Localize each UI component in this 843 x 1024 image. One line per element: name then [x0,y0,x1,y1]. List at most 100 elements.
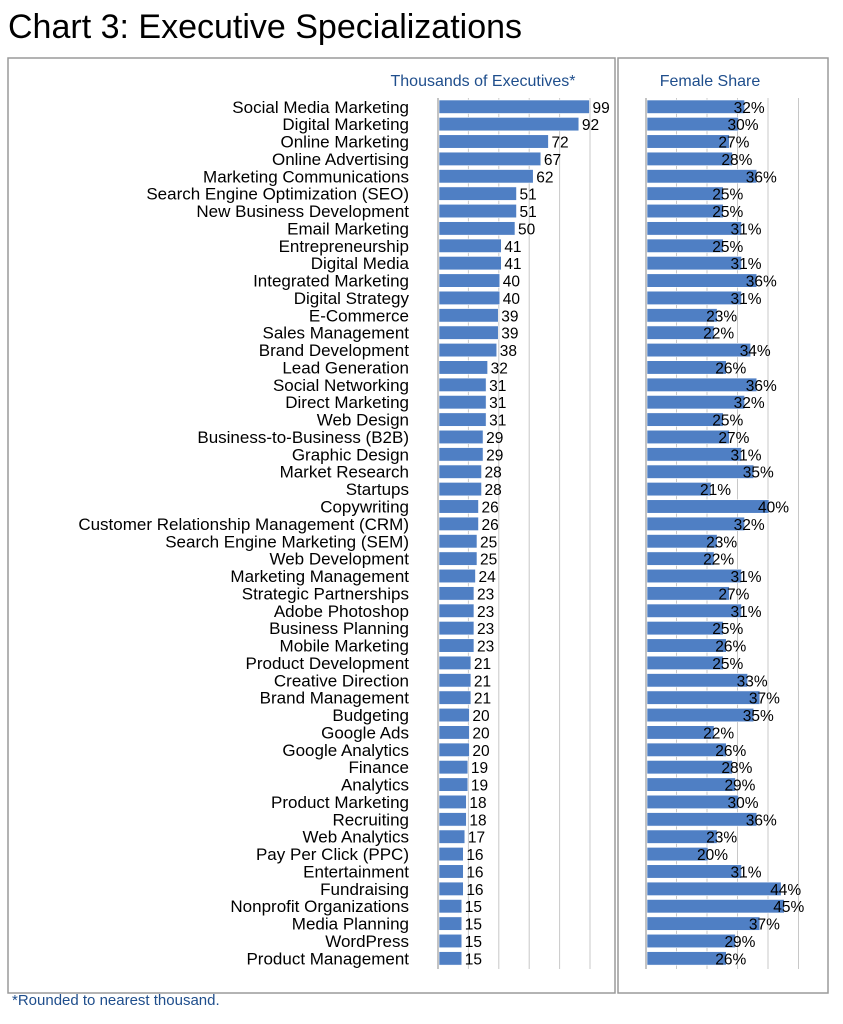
category-label: Business-to-Business (B2B) [197,428,409,447]
executives-value-label: 50 [518,221,536,238]
executives-value-label: 41 [504,239,521,256]
female-share-value-label: 31% [731,864,762,881]
footnote: *Rounded to nearest thousand. [12,992,220,1009]
female-share-bar [646,916,761,931]
female-share-value-label: 23% [706,830,737,847]
category-label: Fundraising [320,880,409,899]
female-share-value-label: 25% [712,187,743,204]
executives-value-label: 29 [486,430,503,447]
female-share-bar [646,203,724,219]
female-share-value-label: 36% [746,274,777,291]
executives-value-label: 28 [485,465,502,482]
executives-value-label: 16 [466,882,483,899]
female-share-bar [646,412,724,427]
female-share-bar [646,707,755,723]
female-share-value-label: 22% [703,326,734,343]
executives-value-label: 18 [469,812,486,829]
executives-value-label: 26 [482,499,499,516]
female-share-bar [646,516,745,531]
executives-value-label: 23 [477,621,494,638]
executives-bar [438,725,470,740]
executives-value-label: 20 [472,708,490,725]
female-share-value-label: 23% [706,308,737,325]
executives-value-label: 51 [520,204,537,221]
female-share-bars: 32%30%27%28%36%25%25%31%25%31%36%31%23%2… [646,99,804,968]
female-share-bar [646,673,748,688]
female-share-bar [646,360,727,375]
executives-bar [438,429,484,445]
category-label: Direct Marketing [285,393,409,412]
female-share-bar [646,464,755,479]
female-share-value-label: 27% [718,135,749,152]
female-share-bar [646,760,733,775]
executives-bar [438,621,475,636]
female-share-value-label: 33% [737,673,768,690]
female-share-bar [646,690,761,705]
female-share-value-label: 25% [712,204,743,221]
female-share-value-label: 25% [712,413,743,430]
category-label: WordPress [325,932,409,951]
category-label: Mobile Marketing [280,637,409,656]
executives-bar [438,186,517,201]
category-label: Digital Media [311,254,410,273]
female-share-value-label: 22% [703,725,734,742]
executives-bar [438,603,475,618]
female-share-value-label: 37% [749,691,780,708]
female-share-bar [646,881,782,896]
executives-value-label: 16 [466,847,483,864]
category-label: Search Engine Marketing (SEM) [165,532,409,551]
female-share-value-label: 31% [731,604,762,621]
female-share-value-label: 25% [712,621,743,638]
female-share-value-label: 28% [721,152,752,169]
female-share-value-label: 36% [746,169,777,186]
left-panel-header: Thousands of Executives* [391,73,576,90]
executives-bar [438,499,479,514]
executives-value-label: 25 [480,552,497,569]
category-label: Finance [349,758,409,777]
executives-bar [438,412,487,427]
executives-value-label: 92 [582,117,599,134]
executives-bar [438,203,517,219]
executives-bar [438,586,475,601]
female-share-bar [646,742,727,757]
executives-value-label: 67 [544,152,561,169]
category-label: Email Marketing [287,219,409,238]
category-label: Budgeting [332,706,409,725]
executives-value-label: 51 [520,187,537,204]
female-share-value-label: 36% [746,378,777,395]
executives-bar [438,516,479,531]
executives-bar [438,847,464,862]
female-share-bar [646,899,785,914]
category-label: Web Analytics [303,828,409,847]
female-share-value-label: 29% [724,778,755,795]
executives-bar [438,360,488,375]
category-label: Creative Direction [274,671,409,690]
female-share-bar [646,812,758,827]
chart-title: Chart 3: Executive Specializations [8,8,523,46]
female-share-value-label: 40% [758,499,789,516]
executives-bar [438,568,476,584]
category-label: Digital Strategy [294,289,410,308]
category-label: Startups [346,480,409,499]
executives-bar [438,933,463,949]
executives-value-label: 17 [468,830,485,847]
category-label: Graphic Design [292,445,409,464]
executives-bar [438,829,466,844]
category-label: Recruiting [332,810,409,829]
executives-value-label: 23 [477,604,494,621]
right-panel-header: Female Share [660,73,761,90]
category-label: Product Development [246,654,410,673]
executives-value-label: 15 [465,899,482,916]
executives-bar [438,777,469,792]
female-share-bar [646,169,758,184]
category-label: Product Management [246,949,409,968]
category-label: Brand Management [260,689,410,708]
female-share-bar [646,794,739,810]
executives-bar [438,638,475,653]
executives-bar [438,99,590,114]
category-label: Web Design [317,411,409,430]
category-label: Social Media Marketing [232,98,409,117]
category-label: Brand Development [259,341,410,360]
